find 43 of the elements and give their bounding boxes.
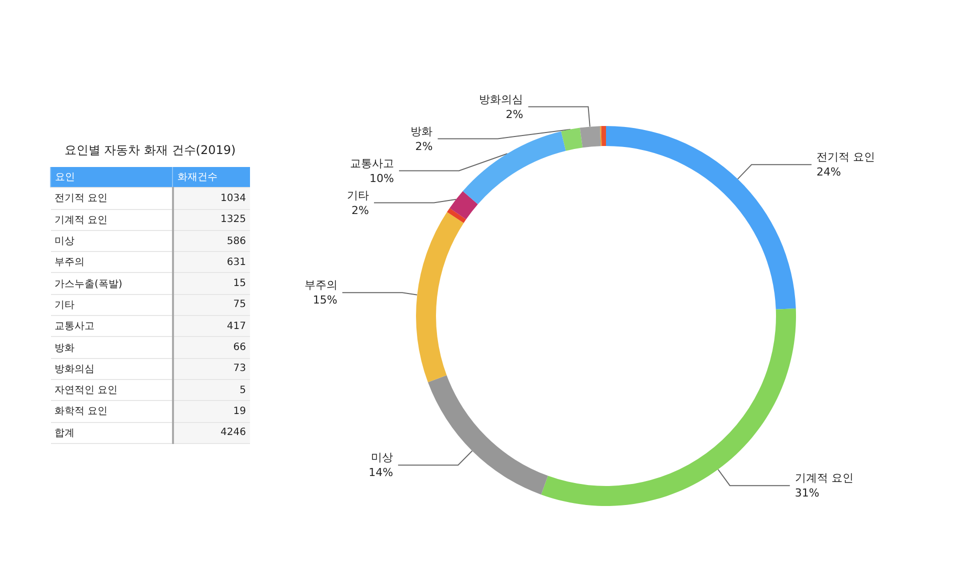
category-label: 부주의 (50, 252, 173, 273)
category-label: 방화의심 (50, 358, 173, 380)
category-label: 기타 (50, 294, 173, 316)
data-label: 631 (172, 252, 250, 273)
data-label: 1034 (172, 188, 250, 210)
data-label: 75 (172, 294, 250, 316)
data-label: 15 (172, 272, 250, 294)
text: 요인별 자동차 화재 건수(2019) (63, 142, 237, 159)
data-label: 19 (172, 400, 250, 422)
slice-label: 방화 (410, 124, 433, 138)
data-label: 24% (816, 166, 842, 179)
category-label: 미상 (50, 230, 173, 252)
slice-label: 기계적 요인 (794, 472, 854, 485)
text: 4246 (220, 427, 246, 438)
data-label: 15% (312, 294, 338, 307)
data-label: 586 (172, 230, 250, 252)
text: 화재건수 (172, 167, 250, 188)
category-label: 전기적 요인 (50, 188, 173, 210)
data-label: 2% (506, 108, 524, 121)
data-label: 2% (415, 140, 433, 153)
data-label: 66 (172, 336, 250, 358)
category-label: 가스누출(폭발) (50, 272, 173, 294)
text: 합계 (50, 422, 173, 444)
data-label: 10% (370, 172, 394, 185)
data-label: 2% (352, 204, 369, 217)
data-label: 417 (172, 316, 250, 337)
category-label: 방화 (50, 336, 173, 358)
slice-label: 미상 (371, 451, 394, 464)
data-label: 1325 (172, 209, 250, 230)
data-label: 73 (172, 358, 250, 380)
category-label: 기계적 요인 (50, 209, 173, 230)
data-label: 14% (368, 466, 394, 480)
category-label: 화학적 요인 (50, 400, 173, 422)
text: 요인 (50, 167, 173, 188)
category-label: 교통사고 (50, 316, 173, 337)
data-label: 31% (794, 486, 820, 500)
slice-label: 기타 (346, 188, 369, 202)
slice-label: 방화의심 (479, 92, 524, 106)
slice-label: 교통사고 (350, 156, 394, 170)
slice-label: 전기적 요인 (816, 150, 876, 164)
data-label: 5 (172, 379, 250, 401)
slice-label: 부주의 (304, 278, 338, 292)
category-label: 자연적인 요인 (50, 379, 173, 401)
